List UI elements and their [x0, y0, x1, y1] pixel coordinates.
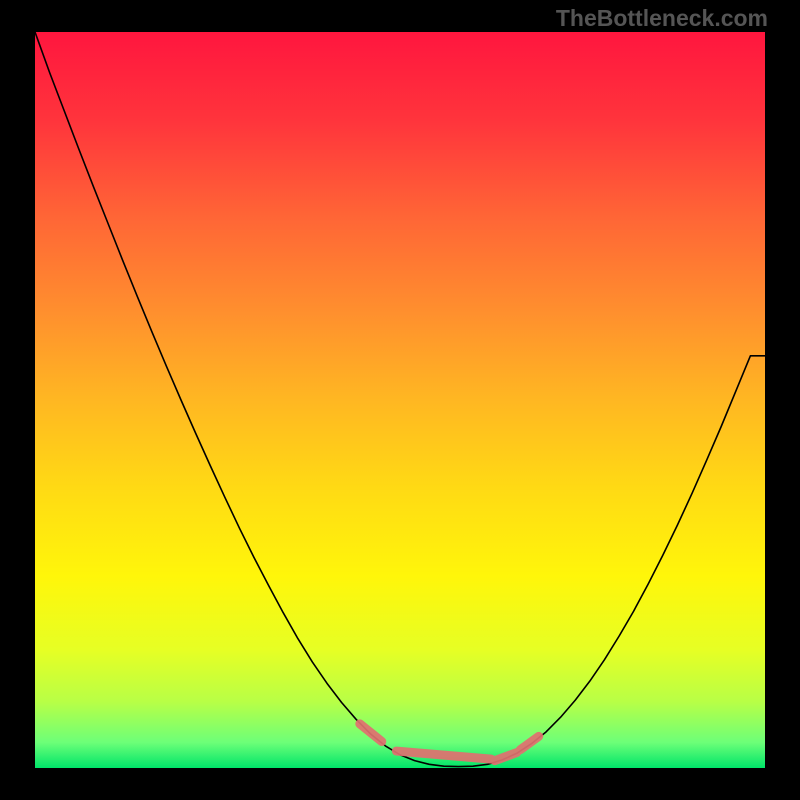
plot-area [35, 32, 765, 768]
gradient-background [35, 32, 765, 768]
chart-container: TheBottleneck.com [0, 0, 800, 800]
bottleneck-chart-svg [35, 32, 765, 768]
watermark-text: TheBottleneck.com [556, 5, 768, 32]
